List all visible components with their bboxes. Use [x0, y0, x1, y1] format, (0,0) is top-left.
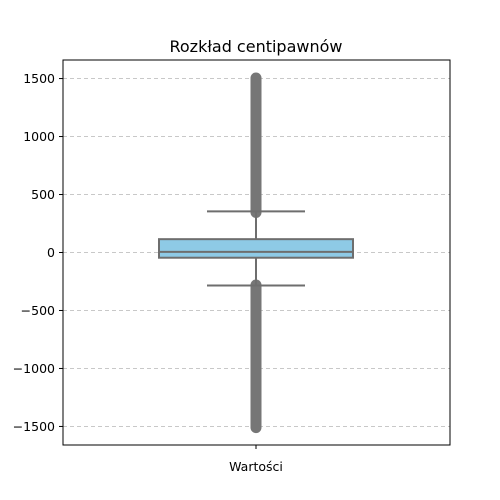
y-tick-label: 500 [31, 187, 55, 202]
y-tick-label: −1000 [13, 361, 55, 376]
x-tick-label: Wartości [229, 459, 283, 474]
box-plot [158, 72, 354, 434]
y-axis: 1500 1000 500 0 −500 −1000 −1500 [13, 71, 63, 434]
y-tick-label: −1500 [13, 419, 55, 434]
y-tick-label: 1500 [23, 71, 55, 86]
box-iqr [158, 238, 354, 259]
y-gridlines [63, 78, 450, 427]
plot-frame [62, 59, 451, 446]
y-tick-label: 1000 [23, 129, 55, 144]
y-tick-label: 0 [47, 245, 55, 260]
x-axis: Wartości [229, 445, 283, 474]
chart-title: Rozkład centipawnów [169, 37, 342, 56]
y-tick-label: −500 [21, 303, 55, 318]
